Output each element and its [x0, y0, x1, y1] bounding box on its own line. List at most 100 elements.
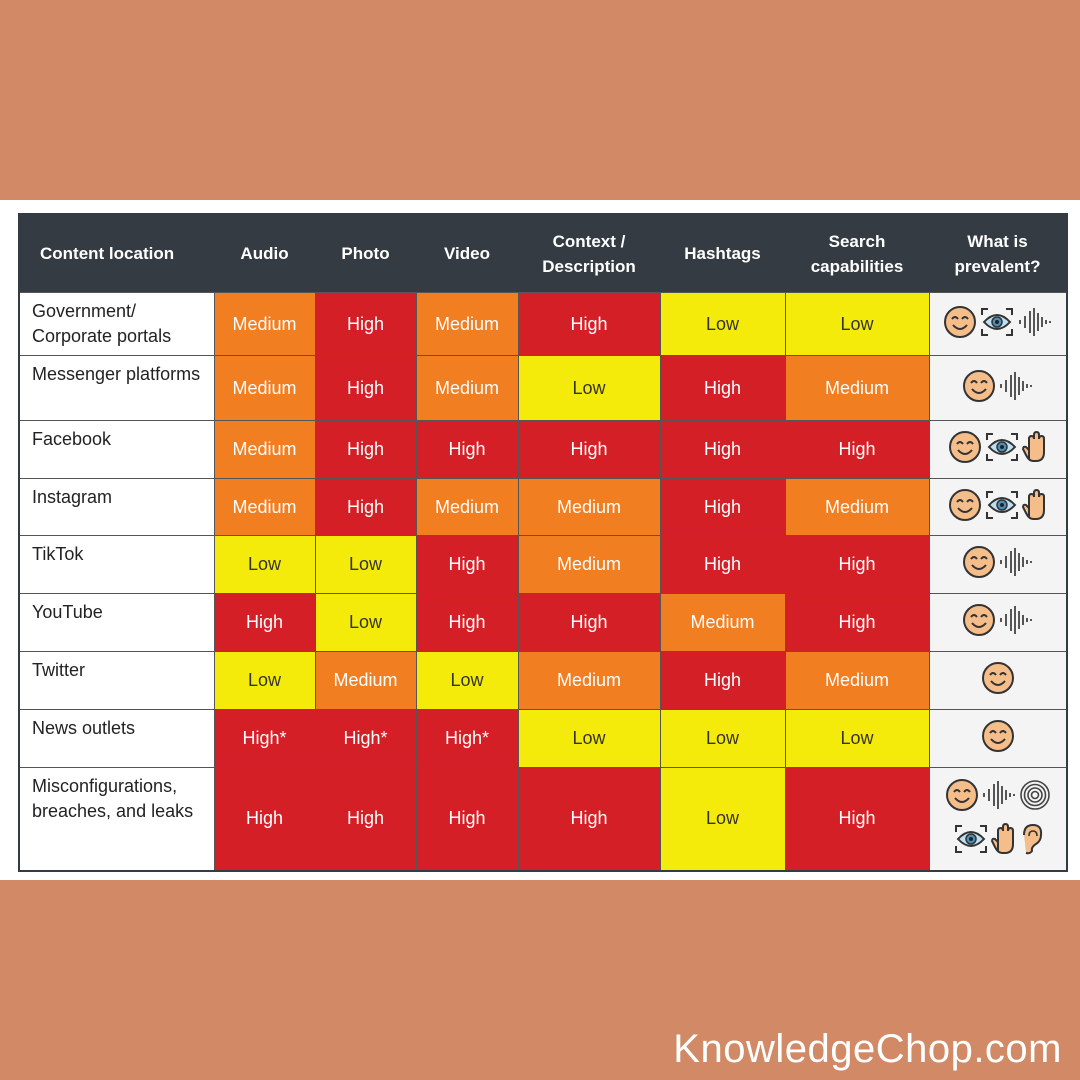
fingerprint-icon: [1019, 779, 1051, 816]
rating-cell: Medium: [213, 420, 316, 479]
prevalent-icons-cell: [928, 478, 1068, 536]
rating-cell: Medium: [213, 292, 316, 356]
table-row: Facebook Medium High High High High High: [18, 420, 1068, 479]
rating-cell: Medium: [784, 355, 930, 421]
rating-cell: Low: [415, 651, 519, 710]
table-row: Government/ Corporate portals Medium High M…: [18, 292, 1068, 356]
table-row: Instagram Medium High Medium Medium High Mediu…: [18, 478, 1068, 536]
rating-cell: Medium: [659, 593, 786, 652]
rating-cell: Low: [213, 535, 316, 594]
prevalent-icons-cell: [928, 651, 1068, 710]
rating-cell: High: [314, 767, 417, 871]
prevalent-icons-cell: [928, 420, 1068, 479]
rating-cell: High: [415, 420, 519, 479]
voice-icon: [1017, 307, 1053, 342]
rating-cell: High: [784, 420, 930, 479]
face-icon: [962, 603, 996, 642]
face-icon: [981, 719, 1015, 758]
rating-cell: High: [659, 355, 786, 421]
voice-icon: [981, 780, 1017, 815]
rating-cell: High: [415, 593, 519, 652]
column-header: Context / Description: [518, 214, 660, 293]
table-row: Messenger platforms Medium High Medium Low Hi…: [18, 355, 1068, 421]
rating-cell: Medium: [784, 651, 930, 710]
prevalent-icons-cell: [928, 767, 1068, 871]
rating-cell: Medium: [213, 355, 316, 421]
rating-cell: High: [213, 593, 316, 652]
voice-icon: [998, 605, 1034, 640]
rating-cell: High: [784, 535, 930, 594]
rating-cell: High: [517, 292, 661, 356]
rating-cell: Low: [659, 767, 786, 871]
voice-icon: [998, 547, 1034, 582]
rating-cell: Medium: [517, 478, 661, 536]
prevalent-icons-cell: [928, 593, 1068, 652]
face-icon: [943, 305, 977, 344]
column-header: Audio: [214, 214, 315, 293]
rating-cell: Low: [314, 593, 417, 652]
eye-icon: [953, 823, 989, 860]
table-row: Twitter Low Medium Low Medium High Medium: [18, 651, 1068, 710]
rating-cell: Low: [314, 535, 417, 594]
rating-cell: Medium: [213, 478, 316, 536]
rating-cell: Medium: [517, 535, 661, 594]
header-row: Content location Audio Photo Video Context /…: [19, 214, 1067, 293]
rating-cell: High: [415, 535, 519, 594]
rating-cell: High: [517, 767, 661, 871]
content-location-cell: Misconfigurations, breaches, and leaks: [18, 767, 215, 871]
face-icon: [962, 369, 996, 408]
prevalent-icons-cell: [928, 709, 1068, 768]
rating-cell: High: [314, 420, 417, 479]
rating-cell: Medium: [415, 292, 519, 356]
rating-cell: Low: [659, 709, 786, 768]
column-header: Content location: [19, 214, 214, 293]
content-location-cell: Facebook: [18, 420, 215, 479]
content-location-cell: Twitter: [18, 651, 215, 710]
rating-cell: Medium: [517, 651, 661, 710]
rating-cell: Medium: [314, 651, 417, 710]
rating-cell: High: [784, 767, 930, 871]
content-location-cell: Government/ Corporate portals: [18, 292, 215, 356]
rating-cell: High: [213, 767, 316, 871]
rating-cell: High*: [314, 709, 417, 768]
prevalent-icons-cell: [928, 355, 1068, 421]
rating-cell: Low: [784, 709, 930, 768]
table-row: TikTok Low Low High Medium High High: [18, 535, 1068, 594]
hand-icon: [1021, 488, 1048, 526]
rating-cell: High: [784, 593, 930, 652]
rating-cell: Medium: [415, 355, 519, 421]
table-row: News outlets High* High* High* Low Low Low: [18, 709, 1068, 768]
eye-icon: [984, 431, 1020, 468]
content-location-cell: Messenger platforms: [18, 355, 215, 421]
column-header: Search capabilities: [785, 214, 929, 293]
rating-cell: High: [659, 478, 786, 536]
eye-icon: [984, 489, 1020, 526]
rating-cell: High: [659, 535, 786, 594]
column-header: Hashtags: [660, 214, 785, 293]
rating-cell: Low: [517, 709, 661, 768]
prevalent-icons-cell: [928, 535, 1068, 594]
prevalent-icons-cell: [928, 292, 1068, 356]
column-header: Photo: [315, 214, 416, 293]
rating-cell: High*: [213, 709, 316, 768]
face-icon: [945, 778, 979, 817]
footer-watermark: KnowledgeChop.com: [673, 1027, 1062, 1071]
rating-cell: Medium: [415, 478, 519, 536]
voice-icon: [998, 371, 1034, 406]
rating-cell: Medium: [784, 478, 930, 536]
face-icon: [962, 545, 996, 584]
column-header: Video: [416, 214, 518, 293]
rating-cell: Low: [213, 651, 316, 710]
content-location-cell: Instagram: [18, 478, 215, 536]
rating-cell: High: [314, 292, 417, 356]
table-row: Misconfigurations, breaches, and leaks Hi…: [18, 767, 1068, 871]
rating-cell: Low: [784, 292, 930, 356]
rating-cell: High: [659, 420, 786, 479]
face-icon: [981, 661, 1015, 700]
ear-icon: [1019, 823, 1043, 860]
rating-cell: High: [659, 651, 786, 710]
hand-icon: [1021, 430, 1048, 468]
rating-cell: High: [517, 420, 661, 479]
rating-cell: High: [314, 355, 417, 421]
rating-cell: Low: [517, 355, 661, 421]
